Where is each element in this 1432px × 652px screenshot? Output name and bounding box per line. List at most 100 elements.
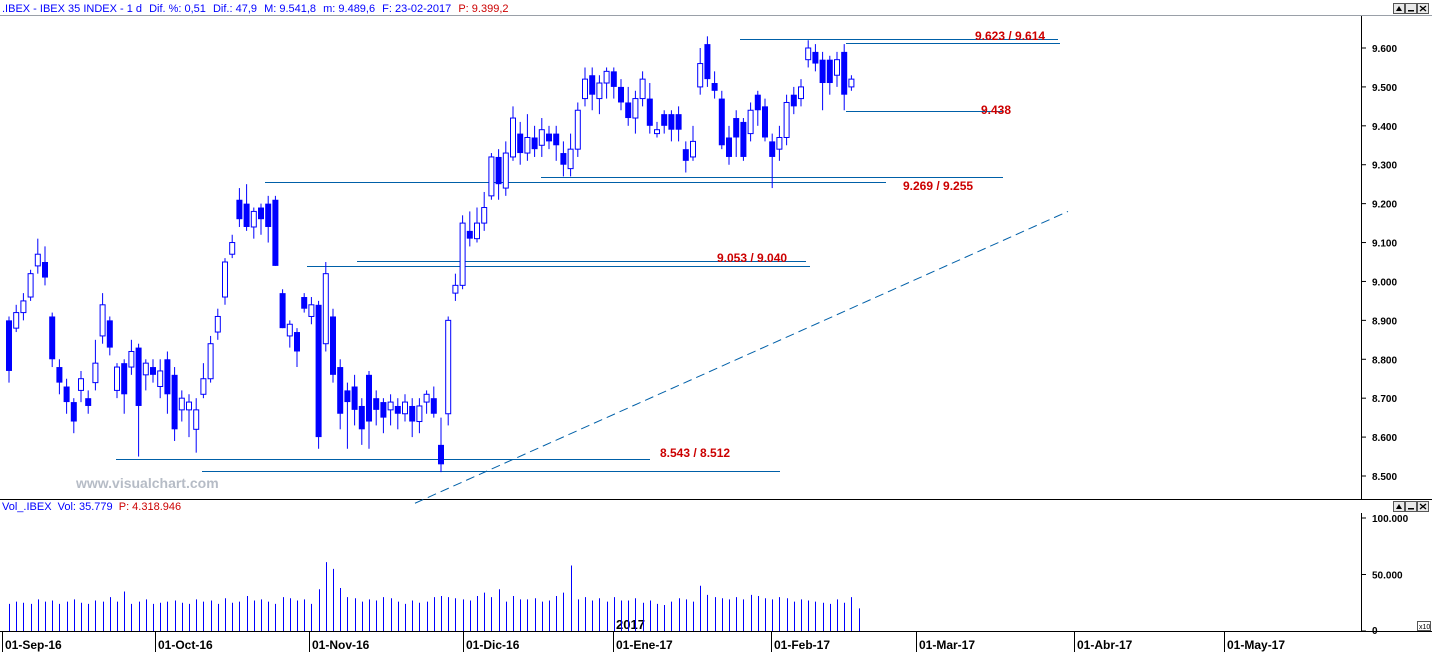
price-tick-label: 9.100 [1372,239,1397,250]
candle [740,118,747,161]
candlestick-series [6,36,855,473]
candle [747,102,754,142]
candle [596,75,603,115]
up-arrow-icon[interactable] [1393,3,1405,14]
trendline-group [414,210,1069,504]
candle [222,258,228,305]
candle [106,316,113,356]
candle [553,125,560,161]
price-axis-ticks: 9.600 9.500 9.400 9.300 9.200 9.100 9.000 8.900… [1361,44,1397,483]
price-tick-label: 8.500 [1372,472,1397,483]
candle [387,394,394,426]
candle [344,382,351,449]
price-pane-buttons [1393,3,1429,14]
price-tick-label: 9.500 [1372,83,1397,94]
candle [286,320,293,348]
level-label: 9.438 [981,103,1011,117]
minimize-icon[interactable] [1405,3,1417,14]
candle [157,359,164,399]
candle [517,121,524,165]
header-price: P: 9.399,2 [458,3,508,15]
volume-tick-label: 100.000 [1372,514,1409,525]
level-label: 8.543 / 8.512 [660,446,730,460]
candle [603,67,610,99]
candle [704,36,711,87]
price-tick-label: 9.300 [1372,161,1397,172]
candle [265,195,272,243]
price-tick-label: 8.700 [1372,394,1397,405]
candle [70,398,77,434]
candle [56,359,63,395]
time-tick-label: 01-Sep-16 [5,638,62,652]
candle [409,398,416,438]
candle [63,378,70,414]
time-tick-label: 01-Nov-16 [312,638,370,652]
header-min: m: 9.489,6 [323,3,375,15]
volume-bars [9,562,860,631]
candle [380,398,387,434]
time-tick-label: 01-Ene-17 [616,638,673,652]
volume-scale-note: x10 [1419,624,1430,631]
candle [272,195,279,266]
up-arrow-icon[interactable] [1393,501,1405,512]
candle [322,262,329,352]
close-icon[interactable] [1417,501,1429,512]
candle [783,94,790,146]
candle [841,44,848,111]
candle [279,289,286,329]
candle [524,114,531,161]
close-icon[interactable] [1417,3,1429,14]
candle [805,40,812,68]
volume-tick-label: 50.000 [1372,571,1403,582]
candle [416,398,423,434]
candle [690,125,696,161]
candle [49,312,56,368]
header-instrument: .IBEX - IBEX 35 INDEX - 1 d [2,3,142,15]
candle [776,125,783,161]
header-max: M: 9.541,8 [264,3,316,15]
candle [423,390,430,414]
header-diff: Dif.: 47,9 [213,3,257,15]
chart-header: .IBEX - IBEX 35 INDEX - 1 d Dif. %: 0,51… [2,3,509,15]
candle [358,398,365,445]
candle [13,304,20,333]
candle [574,102,581,157]
candle [394,398,401,430]
candle [243,184,250,231]
candle [495,149,502,200]
candle [214,308,221,340]
candle [99,293,106,344]
minimize-icon[interactable] [1405,501,1417,512]
volume-axis-ticks: 100.000 50.000 0 [1361,514,1409,637]
candle [654,121,660,138]
level-label: 9.623 / 9.614 [975,29,1045,43]
candle [812,44,819,72]
candle [610,67,617,99]
candle [452,273,459,301]
candle [229,234,236,259]
candle [20,293,27,321]
candle [819,51,826,111]
time-tick-label: 01-Mar-17 [919,638,975,652]
candle [315,300,322,449]
volume-header: Vol_.IBEX Vol: 35.779 P: 4.318.946 [2,501,181,513]
scale-note-box: x10 [1417,621,1431,631]
candle [661,110,668,134]
candle [697,48,704,95]
candle [618,79,624,111]
time-axis-ticks: 01-Sep-16 01-Oct-16 01-Nov-16 01-Dic-16 01-E… [2,631,1285,652]
candle [258,203,264,235]
volume-value: Vol: 35.779 [58,501,113,513]
candle [207,335,214,383]
volume-tick-label: 0 [1372,626,1378,637]
candle [711,71,718,99]
candle [625,86,632,126]
time-tick-label: 01-Feb-17 [774,638,830,652]
candle [294,328,300,368]
year-marker: 2017 [616,617,645,632]
candle [34,238,41,274]
candle [488,153,495,200]
price-tick-label: 9.200 [1372,200,1397,211]
candle [826,55,833,95]
candle [236,188,243,227]
